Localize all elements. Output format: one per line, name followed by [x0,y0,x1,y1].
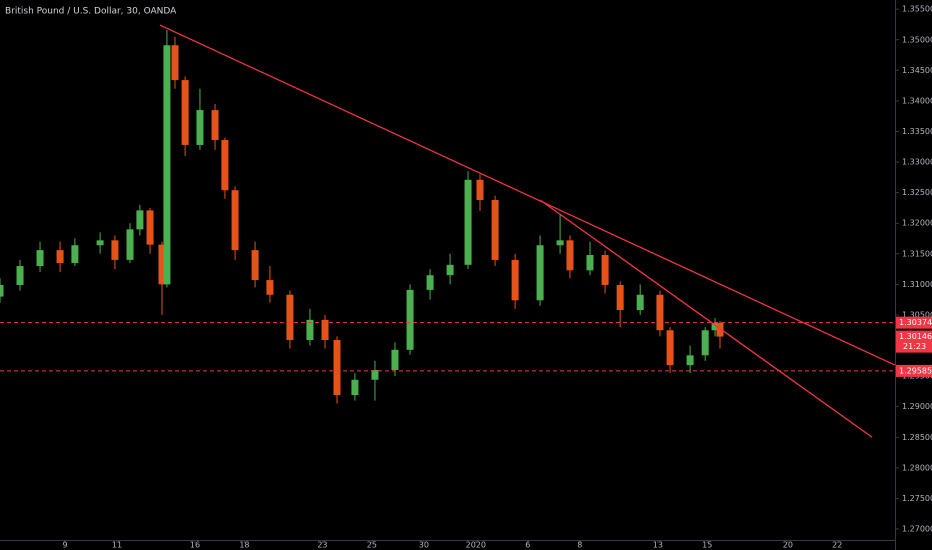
candle-body [391,349,399,370]
candle-body [221,140,229,191]
y-tick-label: 1.30500 [902,310,932,319]
candle-body [196,110,204,145]
y-tick-label: 1.33500 [902,127,932,136]
price-label-box [896,364,932,377]
candle-body [171,45,179,81]
y-tick-label: 1.35000 [902,35,932,44]
candle-body [406,289,414,350]
candle-body [126,229,134,260]
candle-body [716,322,724,337]
x-tick-label: 23 [317,541,327,550]
trend-line [539,199,873,438]
candle-body [16,266,24,285]
y-tick-label: 1.31500 [902,249,932,258]
candle-body [266,280,274,295]
price-label: 1.29585 [899,366,932,375]
y-tick-label: 1.27500 [902,494,932,503]
candle-body [181,80,189,145]
candle-body [464,179,472,265]
candle-body [231,190,239,251]
candle-body [71,245,79,263]
price-label-box [896,316,932,329]
x-tick-label: 2020 [466,541,486,550]
y-tick-label: 1.34500 [902,66,932,75]
x-tick-label: 11 [112,541,122,550]
last-price-label: 1.30146 [899,332,932,341]
candle-body [286,294,294,341]
x-tick-label: 22 [832,541,842,550]
y-tick-label: 1.28000 [902,463,932,472]
chart-title: British Pound / U.S. Dollar, 30, OANDA [5,7,177,17]
y-tick-label: 1.31000 [902,280,932,289]
axes: 1.27000 1.27500 1.28000 1.28500 1.29000 1.295… [62,5,932,550]
candle-body [351,379,359,396]
x-tick-label: 8 [577,541,582,550]
last-price-box [896,330,932,353]
candle-body [556,240,564,246]
x-tick-label: 25 [367,541,377,550]
y-tick-label: 1.34000 [902,96,932,105]
candle-body [446,264,454,276]
candle-body [666,330,674,366]
y-tick-label: 1.35500 [902,5,932,14]
y-tick-label: 1.27000 [902,524,932,533]
x-tick-label: 15 [702,541,712,550]
y-tick-label: 1.29000 [902,402,932,411]
x-tick-label: 30 [419,541,429,550]
x-tick-label: 16 [190,541,200,550]
candle-body [211,110,219,141]
candle-body [333,340,341,396]
candle-body [146,210,154,245]
y-tick-label: 1.33000 [902,158,932,167]
candle-body [251,250,259,281]
candle-body [371,369,379,380]
candle-body [476,179,484,200]
candle-body [36,250,44,267]
candle-body [163,45,171,285]
x-tick-label: 20 [783,541,793,550]
candle-body [56,250,64,263]
candle-body [566,240,574,271]
candle-body [701,330,709,356]
plot [0,24,896,438]
candle-body [536,245,544,301]
x-tick-label: 6 [525,541,530,550]
candle-body [636,294,644,311]
candle-body [586,255,594,271]
candle-body [426,275,434,290]
candle-body [96,240,104,246]
countdown-label: 21:23 [903,342,926,351]
candle-body [491,199,499,260]
price-label: 1.30374 [899,318,932,327]
y-tick-label: 1.32000 [902,219,932,228]
candle-body [111,240,119,260]
candle-body [306,319,314,341]
candle-body [686,355,694,366]
x-tick-label: 18 [239,541,249,550]
candle-body [656,294,664,331]
y-tick-label: 1.32500 [902,188,932,197]
trend-line [159,24,896,366]
candle-body [601,255,609,285]
candle-body [158,244,166,285]
candle-body [511,259,519,301]
candle-body [711,322,719,331]
x-tick-label: 13 [653,541,663,550]
candle-body [321,319,329,341]
x-tick-label: 9 [62,541,67,550]
y-tick-label: 1.28500 [902,433,932,442]
candle-body [0,284,4,297]
candle-body [616,284,624,311]
candle-body [136,210,144,230]
